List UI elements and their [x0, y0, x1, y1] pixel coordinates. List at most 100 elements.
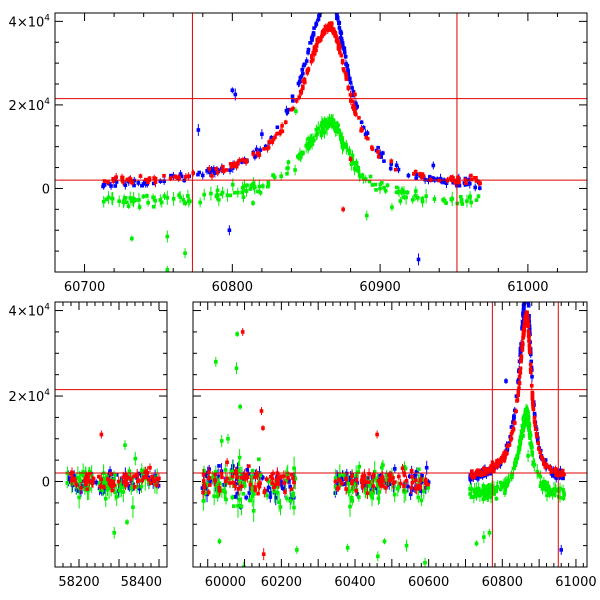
bottom-outlier-point	[259, 409, 264, 413]
bottom-season1-green-point	[288, 499, 293, 503]
top-green-point	[240, 185, 245, 190]
bottom-green-point	[524, 412, 528, 417]
top-outlier-point	[353, 92, 357, 97]
bottom-blue-point	[516, 377, 521, 382]
top-ytick-label: 4×104	[9, 13, 51, 30]
bottom-green-point	[524, 410, 529, 414]
bottom-season0-blue-point	[149, 478, 154, 483]
bottom-green-point	[490, 491, 494, 495]
bottom-red-point	[509, 432, 514, 436]
top-green-point	[334, 121, 339, 126]
top-red-point	[177, 175, 181, 180]
top-green-point	[397, 189, 401, 194]
top-blue-point	[291, 99, 295, 103]
top-red-point	[114, 175, 118, 179]
top-green-point	[178, 195, 182, 199]
top-outlier-point	[251, 201, 255, 205]
top-green-point	[186, 194, 190, 198]
bottom-ytick-label: 4×104	[9, 303, 51, 320]
top-green-point	[476, 194, 481, 199]
top-red-point	[351, 103, 356, 108]
bottom-red-point	[507, 443, 512, 447]
bottom-season2-red-point	[360, 475, 365, 480]
top-green-point	[159, 200, 164, 205]
bottom-season0-red-point	[85, 487, 89, 491]
top-red-point	[228, 162, 233, 166]
top-red-point	[210, 174, 214, 178]
bottom-season1-green-point	[247, 498, 252, 503]
top-red-point	[146, 180, 150, 185]
top-blue-point	[325, 2, 329, 6]
bottom-red-point	[561, 472, 565, 476]
top-outlier-point	[227, 228, 232, 233]
top-green-point	[153, 198, 158, 203]
top-green-point	[117, 199, 121, 204]
bottom-season1-red-point	[231, 480, 235, 485]
bottom-season1-green-point	[293, 476, 298, 481]
top-blue-point	[351, 89, 356, 94]
top-green-point	[353, 167, 357, 172]
bottom-season1-red-point	[252, 475, 257, 480]
top-blue-point	[275, 125, 280, 130]
bottom-season2-green-point	[376, 496, 381, 501]
bottom-season1-blue-point	[289, 497, 293, 501]
top-green-point	[126, 204, 131, 208]
top-blue-point	[323, 2, 327, 6]
bottom-green-point	[503, 483, 508, 488]
bottom-season1-red-point	[272, 485, 276, 490]
bottom-season2-red-point	[423, 481, 428, 486]
bottom-season0-red-point	[69, 478, 74, 483]
top-blue-point	[310, 38, 314, 42]
top-ytick-mantissa: 0	[42, 182, 50, 197]
top-green-point	[214, 194, 219, 199]
top-blue-point	[353, 101, 358, 105]
bottom-outlier-point	[261, 426, 265, 430]
bottom-season2-green-point	[363, 490, 368, 495]
bottom-season0-green-point	[87, 487, 91, 491]
top-green-point	[311, 138, 316, 143]
top-red-point	[413, 169, 418, 174]
top-blue-point	[326, 0, 330, 4]
bottom-outlier-point	[112, 531, 116, 535]
bottom-season2-blue-point	[392, 467, 397, 471]
bottom-green-point	[481, 489, 485, 494]
top-blue-point	[332, 4, 336, 8]
top-blue-point	[379, 155, 383, 159]
bottom-xtick-label: 60400	[334, 575, 375, 590]
bottom-season1-green-point	[239, 504, 244, 509]
bottom-green-point	[472, 489, 476, 494]
top-blue-point	[290, 94, 295, 99]
top-red-point	[280, 129, 285, 134]
top-green-point	[242, 184, 247, 188]
bottom-season0-blue-point	[131, 482, 135, 487]
bottom-season0-blue-point	[136, 471, 141, 476]
top-blue-point	[406, 173, 411, 178]
bottom-green-point	[468, 492, 472, 496]
bottom-red-point	[560, 468, 565, 473]
top-green-point	[146, 200, 150, 205]
bottom-red-point	[535, 434, 539, 439]
bottom-season0-red-point	[122, 480, 126, 484]
top-blue-point	[258, 148, 263, 152]
top-blue-point	[158, 179, 163, 183]
top-outlier-point	[130, 236, 134, 241]
top-outlier-point	[294, 109, 298, 113]
bottom-season1-green-point	[267, 479, 271, 484]
top-blue-point	[427, 175, 432, 179]
top-outlier-point	[260, 132, 264, 136]
bottom-season0-red-point	[152, 479, 156, 484]
top-green-point	[151, 195, 155, 200]
bottom-season1-red-point	[274, 482, 278, 487]
bottom-season1-green-point	[285, 473, 289, 477]
bottom-red-point	[527, 343, 532, 348]
bottom-season2-red-point	[381, 478, 385, 483]
top-red-point	[267, 140, 272, 144]
bottom-season2-red-point	[380, 475, 385, 479]
bottom-season2-green-point	[367, 484, 372, 488]
bottom-season2-red-point	[417, 484, 421, 488]
top-red-point	[207, 166, 212, 171]
top-red-point	[147, 176, 152, 180]
bottom-blue-point	[521, 311, 525, 316]
